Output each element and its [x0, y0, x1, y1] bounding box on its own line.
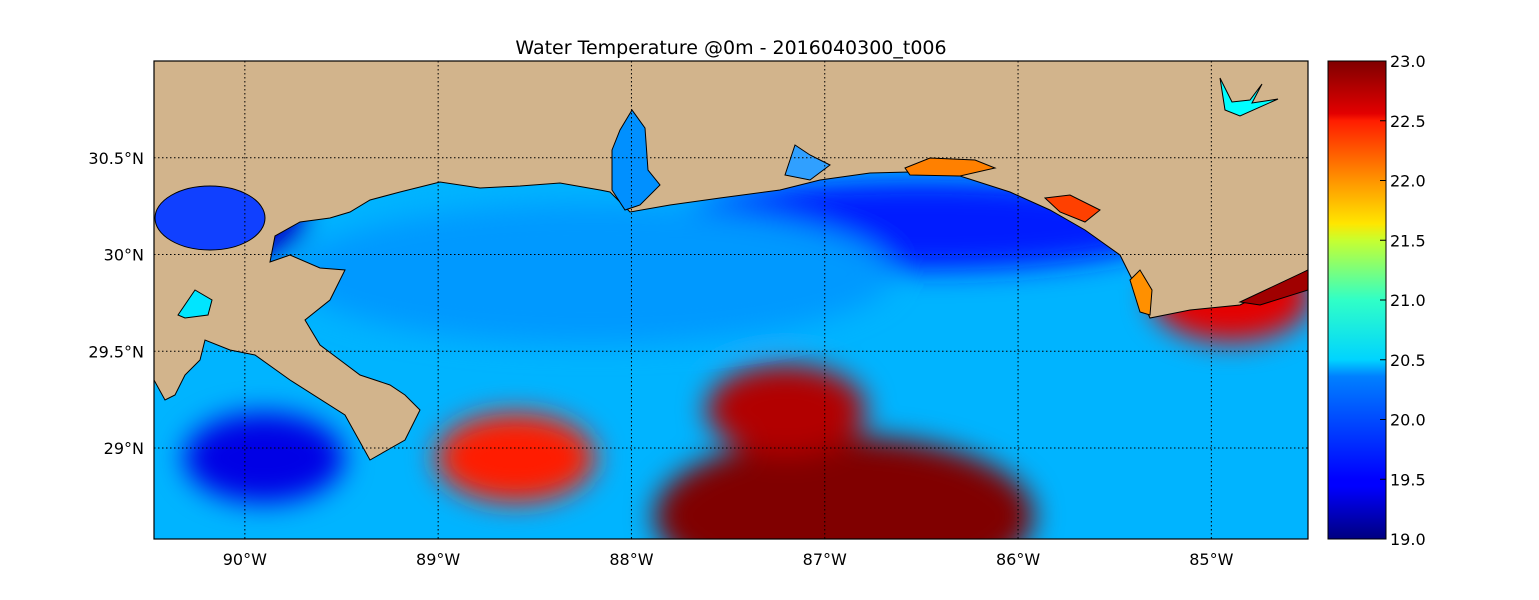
colorbar-ticks: 23.0 22.5 22.0 21.5 21.0 20.5 20.0 19.5 19.0: [1380, 52, 1426, 549]
colorbar-scale: [1327, 60, 1387, 540]
y-tick-label: 29.5°N: [88, 342, 144, 361]
x-tick-label: 89°W: [416, 550, 460, 569]
x-tick-label: 90°W: [223, 550, 267, 569]
y-tick-label: 30°N: [104, 246, 144, 265]
x-tick-label: 85°W: [1189, 550, 1233, 569]
colorbar: 23.0 22.5 22.0 21.5 21.0 20.5 20.0 19.5 19.0: [1327, 52, 1426, 549]
st-andrews-bay: [1043, 194, 1101, 223]
field-western-warm-patch: [435, 412, 596, 503]
colorbar-tick-label: 21.0: [1390, 291, 1426, 310]
land-layer: [154, 61, 1308, 461]
plot-area: [154, 61, 1308, 539]
chart-title: Water Temperature @0m - 2016040300_t006: [515, 37, 946, 59]
land-north: [154, 61, 1308, 461]
colorbar-tick-label: 19.0: [1390, 530, 1426, 549]
lake-pontchartrain: [154, 185, 266, 251]
field-warm-core: [654, 435, 1035, 539]
colorbar-tick-label: 19.5: [1390, 470, 1426, 489]
y-tick-label: 29°N: [104, 439, 144, 458]
y-tick-label: 30.5°N: [88, 149, 144, 168]
plot-frame: [153, 60, 1309, 540]
inland-water: [177, 289, 213, 319]
x-tick-label: 88°W: [609, 550, 653, 569]
colorbar-tick-label: 22.0: [1390, 172, 1426, 191]
mobile-bay: [611, 109, 661, 211]
field-cool-western-pool: [184, 412, 345, 503]
st-joseph-bay: [1129, 269, 1153, 316]
x-axis: 90°W 89°W 88°W 87°W 86°W 85°W: [223, 550, 1234, 569]
x-tick-label: 87°W: [803, 550, 847, 569]
colorbar-tick-label: 21.5: [1390, 231, 1426, 250]
colorbar-tick-label: 22.5: [1390, 112, 1426, 131]
field-shelf-water: [292, 203, 893, 344]
lake-seminole: [1219, 77, 1279, 117]
pensacola-bay: [784, 144, 831, 181]
colorbar-tick-label: 23.0: [1390, 52, 1426, 71]
field-warm-tongue: [706, 364, 867, 455]
apalachicola-bay: [1238, 269, 1308, 306]
grid-lines: [154, 61, 1308, 539]
colorbar-tick-label: 20.5: [1390, 351, 1426, 370]
y-axis: 30.5°N 30°N 29.5°N 29°N: [88, 149, 144, 458]
x-tick-label: 86°W: [996, 550, 1040, 569]
colorbar-tick-label: 20.0: [1390, 411, 1426, 430]
